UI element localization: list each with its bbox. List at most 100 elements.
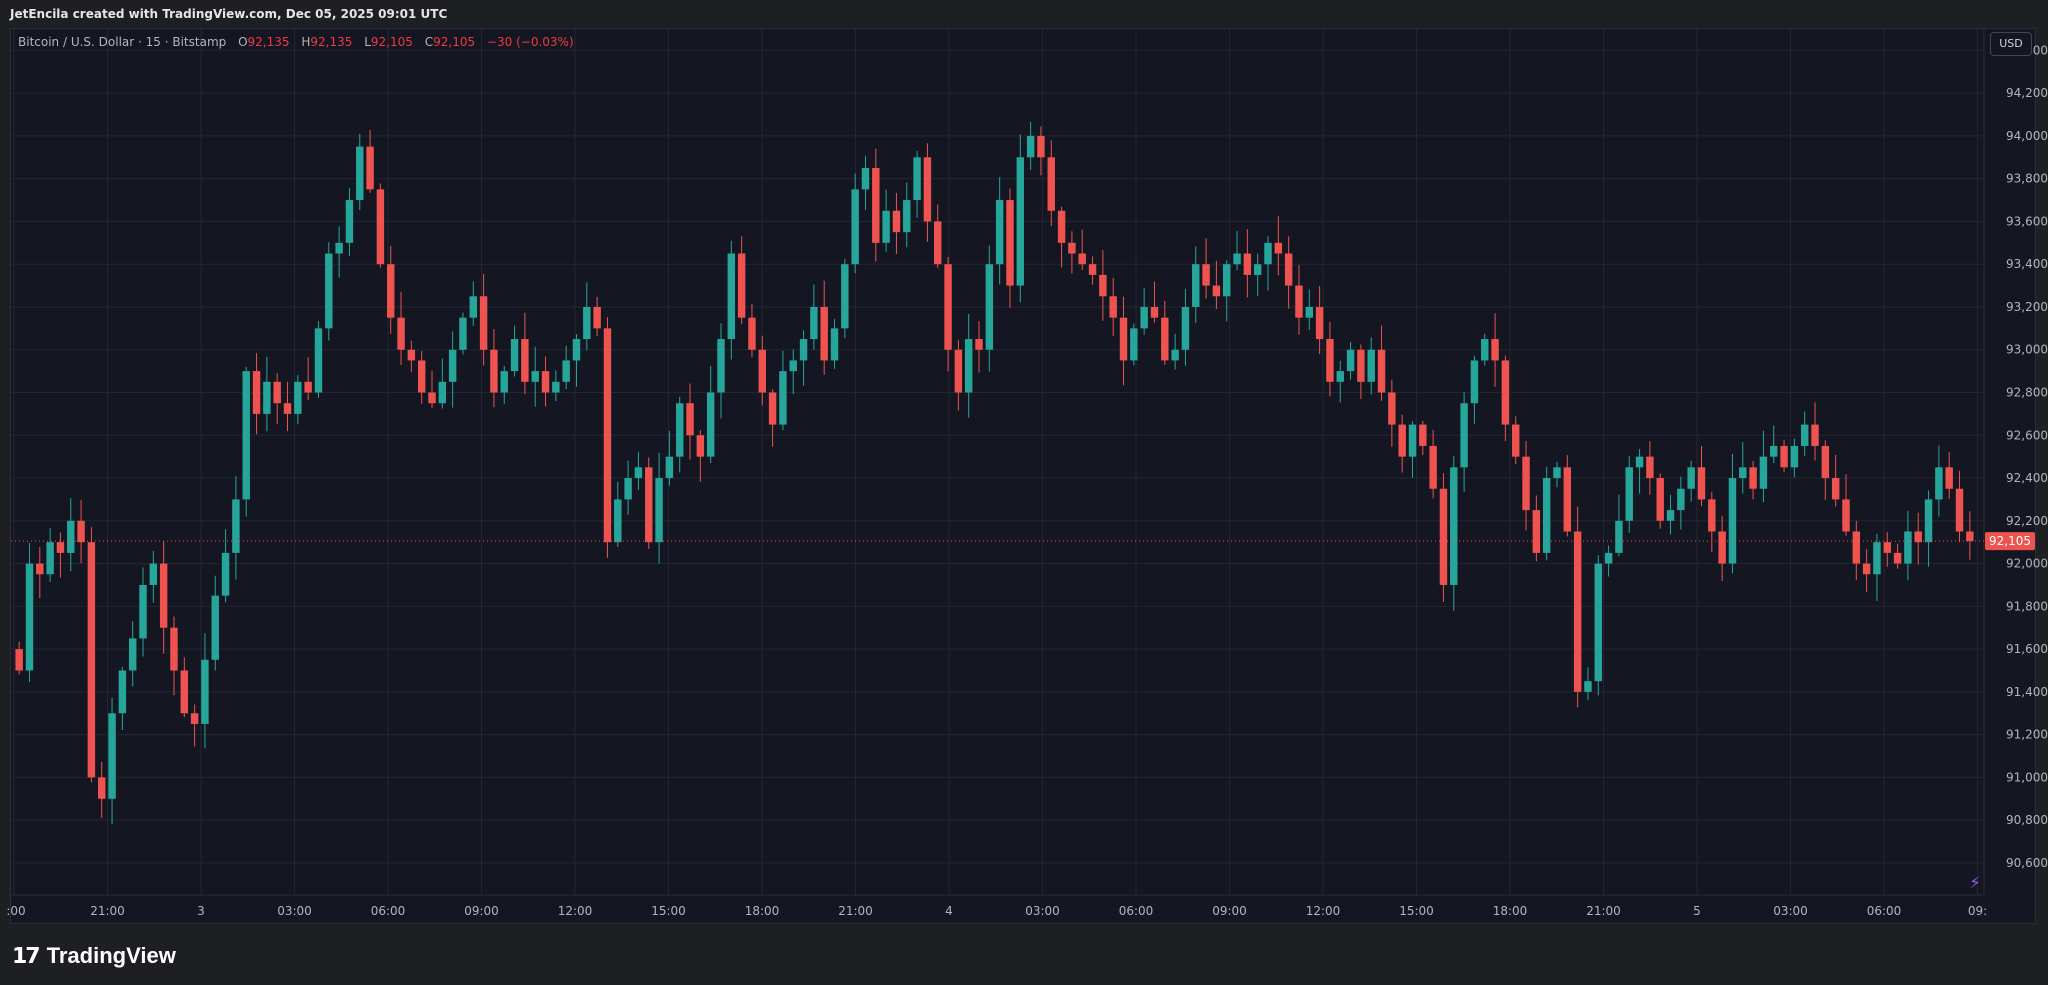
candle-body[interactable] [1326, 339, 1334, 382]
candle-body[interactable] [1212, 285, 1221, 297]
candle-body[interactable] [944, 264, 952, 350]
candle-body[interactable] [1377, 349, 1386, 393]
candlestick-chart[interactable]: 90,600 90,800 91,000 91,200 91,400 91,600 91,8… [0, 0, 2048, 924]
candle-body[interactable] [1759, 456, 1768, 489]
candle-body[interactable] [1336, 371, 1344, 382]
candle-body[interactable] [985, 264, 994, 350]
candle-body[interactable] [1914, 531, 1922, 543]
candle-body[interactable] [87, 542, 96, 778]
candle-body[interactable] [459, 317, 467, 350]
candle-body[interactable] [56, 542, 65, 553]
candle-body[interactable] [1439, 488, 1448, 585]
candle-body[interactable] [128, 638, 137, 671]
candle-body[interactable] [541, 371, 550, 393]
candle-body[interactable] [1893, 552, 1902, 564]
candle-body[interactable] [1192, 264, 1200, 307]
candle-body[interactable] [1862, 563, 1871, 575]
candle-body[interactable] [1790, 445, 1799, 468]
candle-body[interactable] [1305, 306, 1314, 318]
candle-body[interactable] [1749, 467, 1757, 489]
candle-body[interactable] [779, 371, 787, 425]
candle-body[interactable] [872, 167, 880, 243]
candle-body[interactable] [438, 381, 447, 404]
candle-body[interactable] [190, 713, 199, 724]
candle-body[interactable] [892, 210, 901, 233]
candle-body[interactable] [717, 339, 725, 393]
candle-body[interactable] [913, 157, 921, 201]
candle-body[interactable] [510, 339, 519, 372]
candle-body[interactable] [108, 713, 116, 799]
candle-body[interactable] [1450, 467, 1458, 585]
candle-body[interactable] [686, 403, 694, 436]
candle-body[interactable] [273, 381, 281, 404]
candle-body[interactable] [1346, 349, 1355, 372]
candle-body[interactable] [1821, 445, 1830, 479]
candle-body[interactable] [1016, 157, 1025, 286]
candle-body[interactable] [995, 200, 1004, 265]
candle-body[interactable] [934, 221, 942, 265]
candle-body[interactable] [737, 253, 746, 318]
candle-body[interactable] [294, 381, 302, 414]
candle-body[interactable] [1026, 135, 1035, 158]
candle-body[interactable] [1274, 242, 1283, 254]
candle-body[interactable] [1315, 306, 1324, 340]
candle-body[interactable] [1945, 467, 1953, 489]
candle-body[interactable] [531, 371, 539, 382]
candle-body[interactable] [1924, 499, 1933, 543]
candle-body[interactable] [1656, 478, 1664, 521]
candle-body[interactable] [1532, 510, 1541, 553]
candle-body[interactable] [1357, 349, 1365, 382]
candle-body[interactable] [25, 563, 34, 671]
candle-body[interactable] [263, 381, 271, 414]
candle-body[interactable] [964, 339, 973, 393]
candle-body[interactable] [345, 200, 354, 243]
candle-body[interactable] [614, 499, 622, 543]
candle-body[interactable] [366, 146, 374, 190]
candle-body[interactable] [1047, 157, 1055, 211]
candle-body[interactable] [1202, 264, 1210, 286]
candle-body[interactable] [1718, 531, 1726, 564]
candle-body[interactable] [1739, 467, 1747, 479]
candle-body[interactable] [1625, 467, 1633, 521]
candle-body[interactable] [180, 670, 189, 714]
candle-body[interactable] [1460, 403, 1468, 468]
candle-body[interactable] [242, 371, 250, 500]
candle-body[interactable] [1088, 264, 1097, 275]
candle-body[interactable] [407, 349, 416, 361]
candle-body[interactable] [1429, 445, 1437, 489]
candle-body[interactable] [1057, 210, 1066, 243]
candle-body[interactable] [1697, 467, 1706, 500]
candle-body[interactable] [325, 253, 333, 329]
candle-body[interactable] [841, 264, 849, 329]
candle-body[interactable] [1491, 339, 1499, 361]
candle-body[interactable] [252, 371, 261, 414]
candle-body[interactable] [758, 349, 766, 393]
lightning-icon[interactable]: ⚡ [1969, 873, 1981, 892]
candle-body[interactable] [562, 360, 570, 382]
candle-body[interactable] [1150, 306, 1159, 318]
candle-body[interactable] [552, 381, 560, 393]
candle-body[interactable] [1966, 531, 1974, 542]
candle-body[interactable] [448, 349, 457, 382]
candle-body[interactable] [1728, 478, 1737, 564]
candle-body[interactable] [1388, 392, 1396, 425]
candle-body[interactable] [479, 296, 488, 350]
candle-body[interactable] [428, 392, 436, 404]
candle-body[interactable] [1501, 360, 1510, 425]
candle-body[interactable] [1687, 467, 1695, 489]
candle-body[interactable] [1119, 317, 1128, 361]
candle-body[interactable] [583, 306, 591, 340]
candle-body[interactable] [1068, 242, 1076, 254]
candle-body[interactable] [469, 296, 478, 318]
candle-body[interactable] [1563, 467, 1572, 532]
candle-body[interactable] [1511, 424, 1520, 457]
candle-body[interactable] [1109, 296, 1117, 318]
candle-body[interactable] [1770, 445, 1778, 457]
candle-body[interactable] [789, 360, 797, 372]
candle-body[interactable] [624, 478, 632, 500]
candle-body[interactable] [1233, 253, 1241, 265]
candle-body[interactable] [1831, 478, 1840, 500]
candle-body[interactable] [954, 349, 963, 393]
candle-body[interactable] [1542, 478, 1551, 553]
candle-body[interactable] [1666, 510, 1675, 521]
